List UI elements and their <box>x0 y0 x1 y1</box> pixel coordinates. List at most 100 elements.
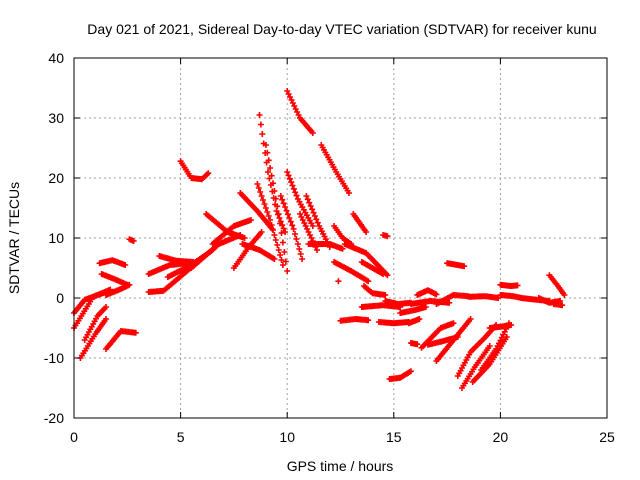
series-arc22 <box>254 181 286 268</box>
series-arc12 <box>156 253 197 265</box>
series-arc65 <box>550 301 566 309</box>
data-point-plus <box>265 213 272 219</box>
data-point-plus <box>314 247 320 253</box>
data-point-plus <box>265 157 272 164</box>
data-point-plus <box>559 302 566 309</box>
x-axis-title: GPS time / hours <box>287 458 394 474</box>
data-point-plus <box>271 232 278 238</box>
data-point-plus <box>365 317 372 324</box>
series-arc25 <box>284 169 316 229</box>
data-point-plus <box>282 258 289 265</box>
data-point-plus <box>297 251 304 257</box>
data-point-plus <box>293 192 300 199</box>
data-point-plus <box>259 131 266 137</box>
data-point-plus <box>292 189 299 196</box>
data-point-plus <box>279 262 286 268</box>
data-point-plus <box>289 182 296 189</box>
data-point-plus <box>311 213 318 219</box>
data-point-plus <box>365 278 372 285</box>
data-point-plus <box>282 229 289 235</box>
data-point-plus <box>310 209 317 216</box>
data-point-plus <box>280 225 287 232</box>
data-point-plus <box>299 256 306 262</box>
data-point-plus <box>288 179 295 186</box>
data-point-plus <box>103 304 109 310</box>
series-arc11 <box>145 266 193 295</box>
data-point-plus <box>274 203 281 210</box>
series-arc35 <box>358 259 387 277</box>
data-point-plus <box>416 316 423 322</box>
data-point-plus <box>271 256 278 262</box>
data-point-plus <box>294 241 301 247</box>
axis-ticks: 0 5 10 15 20 25 -20 -10 0 10 20 30 40 <box>44 50 615 445</box>
data-points <box>71 88 568 391</box>
data-point-plus <box>264 149 271 156</box>
series-arc32 <box>331 259 372 285</box>
x-tick-label: 0 <box>70 429 78 445</box>
data-point-plus <box>346 190 352 196</box>
data-point-plus <box>258 193 265 199</box>
x-tick-label: 10 <box>279 429 295 445</box>
y-tick-label: -20 <box>44 410 64 426</box>
y-tick-label: 0 <box>56 290 64 306</box>
series-arc24 <box>284 88 316 136</box>
series-arc41 <box>380 232 391 240</box>
data-point-plus <box>303 193 310 199</box>
data-point-plus <box>272 195 279 202</box>
data-point-plus <box>304 196 311 203</box>
data-point-plus <box>306 199 313 206</box>
data-point-plus <box>384 233 391 240</box>
data-point-plus <box>284 211 291 218</box>
series-arc51 <box>433 292 472 307</box>
x-tick-label: 15 <box>386 429 402 445</box>
data-point-plus <box>290 185 297 192</box>
series-arc07 <box>98 271 131 288</box>
data-point-plus <box>285 172 292 179</box>
series-arc58 <box>465 293 502 301</box>
data-point-plus <box>293 236 300 242</box>
series-arc52 <box>433 316 474 364</box>
x-tick-label: 25 <box>599 429 615 445</box>
data-point-plus <box>130 238 137 244</box>
series-arc46 <box>407 340 421 348</box>
series-arc55 <box>459 343 493 391</box>
data-point-plus <box>272 237 279 243</box>
series-arc04 <box>81 304 109 343</box>
series-arc08 <box>103 281 133 298</box>
data-point-plus <box>446 299 453 306</box>
data-point-plus <box>313 216 320 223</box>
data-point-plus <box>296 246 303 252</box>
data-point-plus <box>382 292 389 298</box>
data-point-plus <box>278 257 285 263</box>
series-arc33 <box>350 211 370 235</box>
series-arc36 <box>335 278 342 285</box>
y-tick-label: 20 <box>48 170 64 186</box>
data-point-plus <box>486 343 493 349</box>
data-point-plus <box>264 209 271 215</box>
data-point-plus <box>314 219 321 226</box>
data-point-plus <box>254 181 261 187</box>
series-arc56 <box>469 334 510 385</box>
data-point-plus <box>433 291 440 298</box>
y-tick-label: 30 <box>48 110 64 126</box>
data-point-plus <box>286 215 293 221</box>
data-point-plus <box>307 203 314 209</box>
data-point-plus <box>267 165 274 171</box>
data-point-plus <box>277 252 284 258</box>
series-arc43 <box>386 368 414 382</box>
series-arc53 <box>444 260 468 270</box>
data-point-plus <box>279 239 286 246</box>
y-tick-label: 10 <box>48 230 64 246</box>
data-point-plus <box>309 206 316 213</box>
series-arc14 <box>177 158 212 183</box>
series-arc49 <box>418 320 457 351</box>
data-point-plus <box>282 204 289 210</box>
data-point-plus <box>256 112 263 118</box>
data-point-plus <box>261 201 268 207</box>
data-point-plus <box>363 229 370 235</box>
data-point-plus <box>262 142 269 148</box>
data-point-plus <box>422 304 429 310</box>
data-point-plus <box>255 185 262 191</box>
series-arc59 <box>486 322 515 331</box>
